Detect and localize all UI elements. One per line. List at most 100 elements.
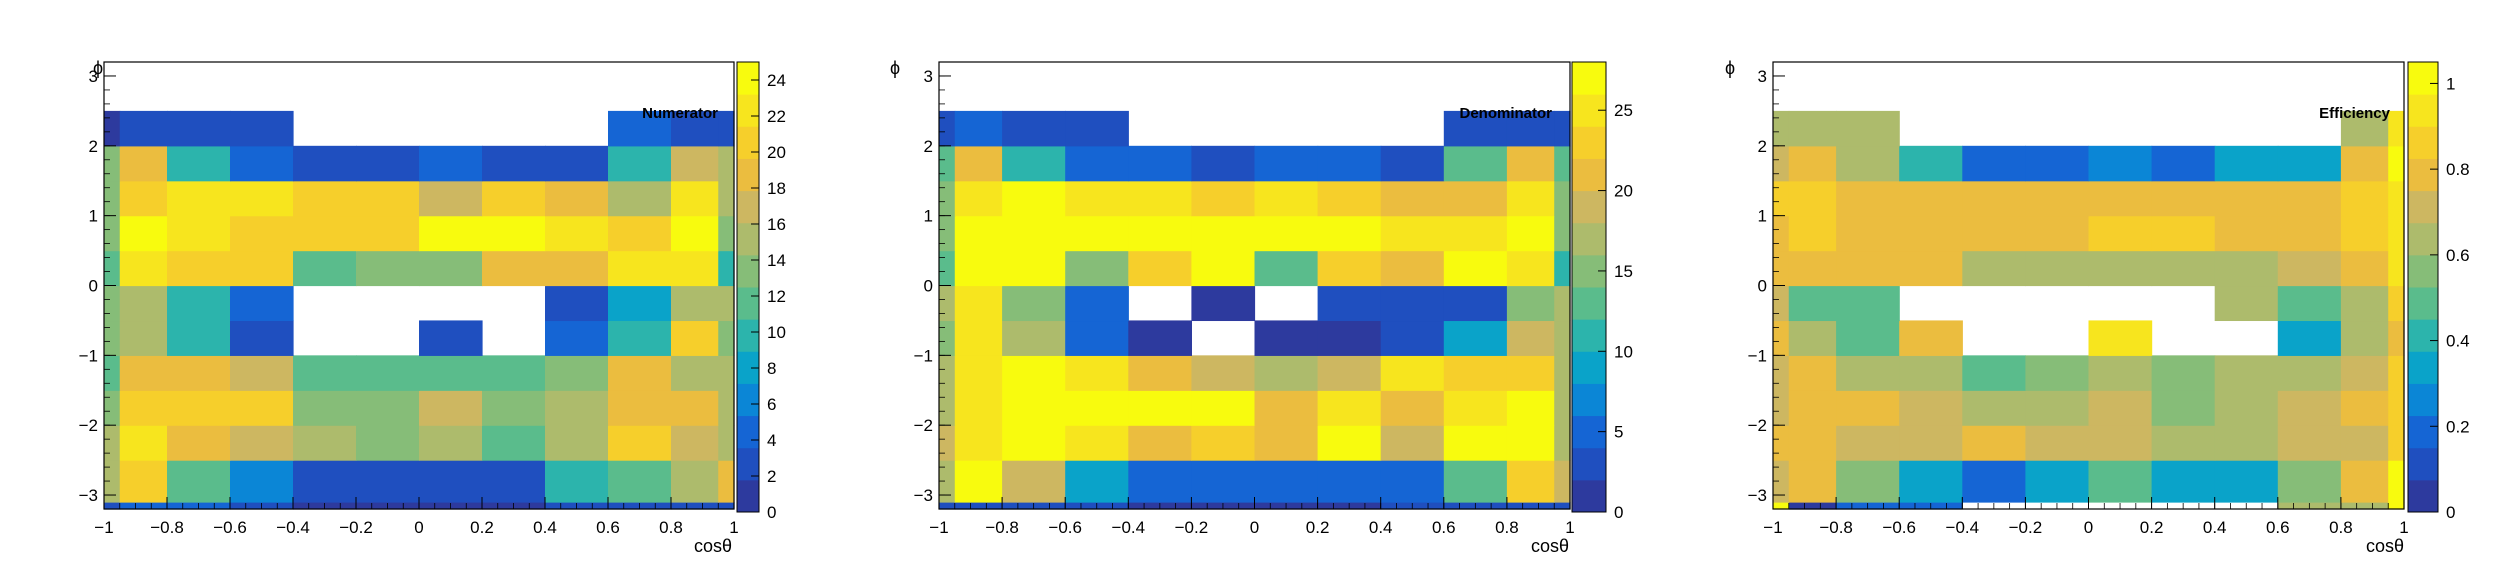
numerator-cell <box>119 180 168 217</box>
efficiency-cell <box>2388 145 2405 182</box>
numerator-y-tick-label: −2 <box>79 416 98 435</box>
numerator-cell <box>718 460 735 503</box>
denominator-cell <box>1317 355 1382 391</box>
denominator-cell <box>1380 425 1445 461</box>
denominator-cell <box>1191 390 1256 426</box>
numerator-cell <box>119 390 168 426</box>
denominator-cell <box>1380 390 1445 426</box>
numerator-cell <box>608 390 672 426</box>
numerator-cell <box>119 215 168 252</box>
efficiency-cell <box>2277 320 2342 356</box>
efficiency-cell <box>1788 110 1837 147</box>
numerator-cell <box>718 285 735 322</box>
denominator-cell <box>1380 215 1445 252</box>
numerator-cell <box>718 320 735 356</box>
numerator-cell <box>230 425 294 461</box>
denominator-cell <box>1002 390 1066 426</box>
denominator-cell <box>939 180 956 217</box>
numerator-cell <box>545 390 609 426</box>
denominator-color-scale-label: 20 <box>1614 182 1633 201</box>
denominator-color-scale: 0 5 10 15 20 25 <box>1571 61 1633 522</box>
efficiency-color-scale-band <box>2408 415 2438 449</box>
numerator-color-scale-label: 20 <box>767 143 786 162</box>
denominator-x-tick-label: 1 <box>1565 518 1574 537</box>
efficiency-color-scale-band <box>2408 126 2438 159</box>
numerator-cell <box>419 355 483 391</box>
efficiency-cell <box>1962 180 2026 217</box>
denominator-cell <box>1128 180 1192 217</box>
efficiency-color-scale-label: 0 <box>2446 503 2455 522</box>
denominator-cell <box>1317 320 1382 356</box>
efficiency-cell <box>1836 355 1900 391</box>
numerator-cell <box>545 425 609 461</box>
numerator-cell <box>671 355 719 391</box>
efficiency-cell <box>2214 355 2279 391</box>
efficiency-cell <box>2025 460 2090 503</box>
numerator-cell <box>671 215 719 252</box>
denominator-cell <box>1554 502 1571 510</box>
efficiency-color-scale-band <box>2408 351 2438 384</box>
efficiency-color-scale: 0 0.2 0.4 0.6 0.8 1 <box>2407 61 2470 522</box>
denominator-cell <box>1065 250 1129 287</box>
denominator-cell <box>1128 145 1192 182</box>
numerator-cell <box>671 250 719 287</box>
denominator-cell <box>1254 215 1319 252</box>
denominator-cell <box>1554 320 1571 356</box>
efficiency-cell <box>2214 215 2279 252</box>
numerator-cell <box>671 285 719 322</box>
denominator-cell <box>1506 460 1555 503</box>
efficiency-cell <box>2025 215 2090 252</box>
numerator-cell <box>545 355 609 391</box>
efficiency-cell <box>2151 460 2216 503</box>
denominator-cell <box>1254 390 1319 426</box>
efficiency-cell <box>2340 355 2389 391</box>
denominator-cell <box>954 285 1003 322</box>
denominator-cell <box>1443 425 1508 461</box>
denominator-cell <box>954 145 1003 182</box>
denominator-cell <box>1065 320 1129 356</box>
efficiency-cell <box>1836 250 1900 287</box>
numerator-color-scale-frame <box>736 61 760 513</box>
efficiency-color-scale-band <box>2408 479 2438 513</box>
efficiency-color-scale-label: 0.2 <box>2446 417 2470 436</box>
efficiency-x-tick-label: 0.8 <box>2329 518 2353 537</box>
efficiency-cell <box>2340 425 2389 461</box>
denominator-cell <box>1254 145 1319 182</box>
efficiency-cells <box>1773 110 2405 510</box>
efficiency-x-tick-label: −0.6 <box>1882 518 1916 537</box>
efficiency-cell <box>2388 215 2405 252</box>
numerator-cell <box>608 285 672 322</box>
efficiency-cell <box>1773 355 1790 391</box>
efficiency-color-scale-band <box>2408 222 2438 256</box>
efficiency-x-tick-label: −0.4 <box>1946 518 1980 537</box>
numerator-title: Numerator <box>642 105 718 122</box>
denominator-cell <box>1002 320 1066 356</box>
denominator-cell <box>1554 215 1571 252</box>
efficiency-cell <box>1899 250 1963 287</box>
numerator-cell <box>119 110 168 147</box>
numerator-cell <box>104 460 121 503</box>
efficiency-cell <box>1788 180 1837 217</box>
numerator-cell <box>356 215 420 252</box>
denominator-cell <box>939 355 956 391</box>
numerator-x-tick-label: 0.8 <box>659 518 683 537</box>
denominator-cell <box>939 285 956 322</box>
numerator-cell <box>230 180 294 217</box>
numerator-color-scale-label: 2 <box>767 467 776 486</box>
efficiency-y-tick-label: 3 <box>1758 67 1767 86</box>
numerator-cell <box>356 180 420 217</box>
denominator-color-scale-band <box>1572 190 1606 224</box>
numerator-cell <box>671 502 719 510</box>
efficiency-cell <box>2151 215 2216 252</box>
efficiency-cell <box>2388 425 2405 461</box>
efficiency-cell <box>1773 110 1790 147</box>
denominator-cell <box>1128 460 1192 503</box>
denominator-cell <box>1317 390 1382 426</box>
numerator-color-scale-label: 4 <box>767 431 776 450</box>
efficiency-cell <box>1899 180 1963 217</box>
efficiency-cell <box>1962 390 2026 426</box>
denominator-color-scale-label: 10 <box>1614 342 1633 361</box>
numerator-color-scale-band <box>737 94 759 127</box>
efficiency-cell <box>2214 425 2279 461</box>
numerator-cell <box>482 215 546 252</box>
